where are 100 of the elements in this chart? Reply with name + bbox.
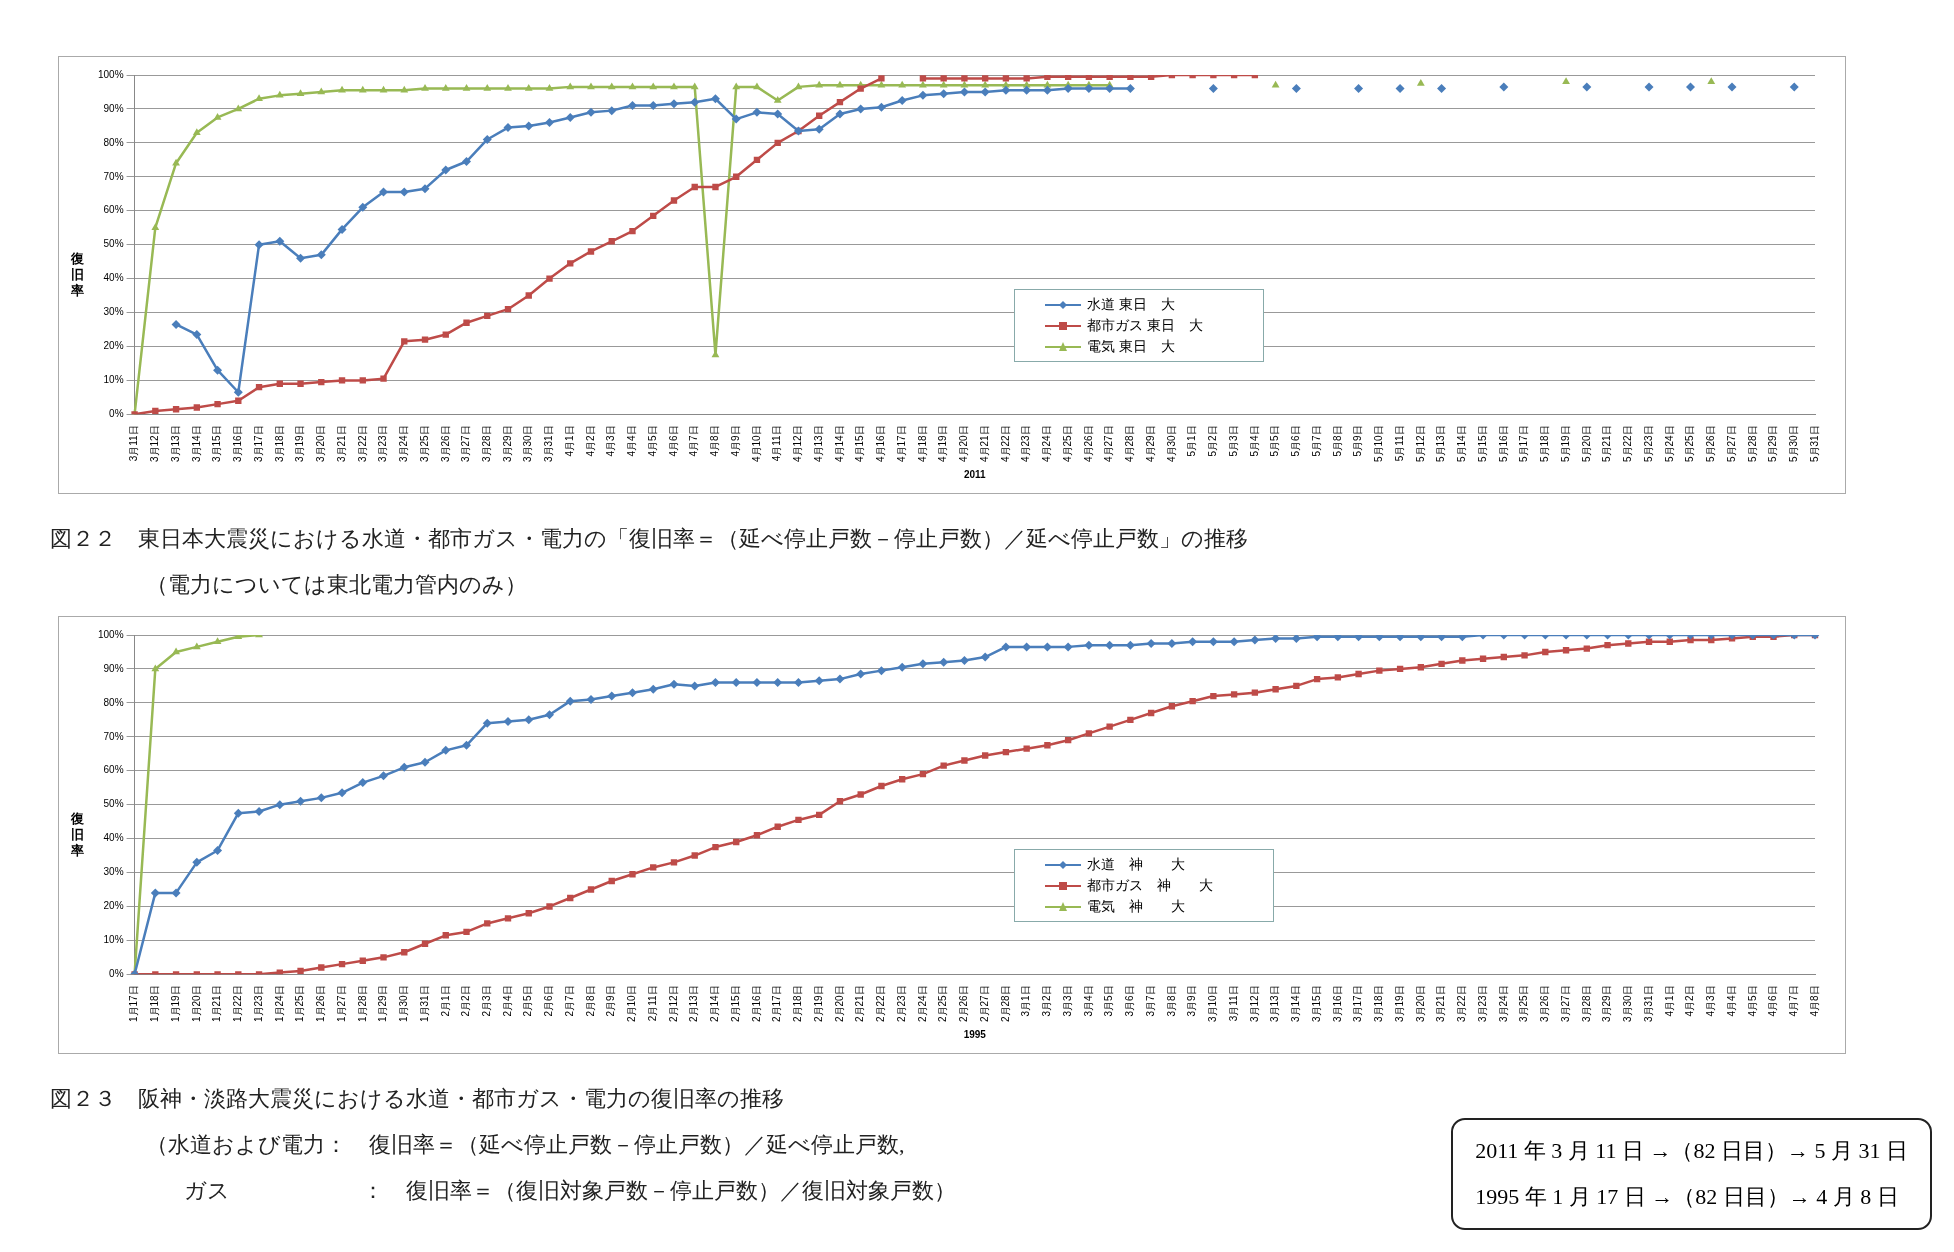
point — [1063, 84, 1073, 94]
point — [151, 223, 160, 230]
y-tick-label: 40% — [103, 272, 124, 284]
x-tick-label: 4月21日 — [978, 425, 990, 462]
y-axis-title: 復旧率 — [70, 811, 84, 859]
point — [981, 75, 989, 82]
y-tick-label: 0% — [109, 408, 124, 420]
point — [835, 109, 845, 119]
x-tick-label: 4月5日 — [1746, 985, 1758, 1017]
x-tick-label: 4月14日 — [833, 425, 845, 462]
x-tick-label: 2月2日 — [460, 985, 472, 1017]
point — [670, 82, 678, 90]
point — [649, 82, 658, 90]
x-tick-label: 3月12日 — [1248, 985, 1260, 1022]
text: 1995 年 1 月 17 日 →（82 日目）→ 4 月 8 日 — [1475, 1183, 1900, 1211]
x-tick-label: 3月19日 — [294, 425, 306, 462]
x-tick-label: 4月15日 — [854, 425, 866, 462]
x-tick-label: 3月27日 — [1559, 985, 1571, 1022]
y-axis-title: 復旧率 — [70, 251, 84, 299]
x-tick-label: 3月13日 — [1269, 985, 1281, 1022]
y-tick-label: 10% — [103, 374, 124, 386]
point — [401, 338, 408, 345]
point — [628, 82, 637, 90]
x-tick-label: 5月5日 — [1269, 425, 1281, 457]
y-tick-label: 60% — [103, 204, 124, 216]
point — [565, 112, 575, 122]
x-tick-label: 3月12日 — [149, 425, 161, 462]
x-tick-label: 3月31日 — [543, 425, 555, 462]
point — [442, 331, 449, 338]
point — [1106, 75, 1113, 80]
x-tick-label: 4月28日 — [1124, 425, 1136, 462]
x-tick-label: 5月2日 — [1207, 425, 1219, 457]
x-tick-label: 4月11日 — [771, 425, 783, 462]
y-tick-label: 40% — [103, 832, 124, 844]
x-tick-label: 2月23日 — [895, 985, 907, 1022]
y-tick-label: 80% — [103, 696, 124, 708]
point — [876, 102, 886, 112]
point — [1208, 84, 1218, 94]
y-tick-label: 20% — [103, 900, 124, 912]
point — [171, 319, 181, 329]
x-tick-label: 1月29日 — [377, 985, 389, 1022]
point — [939, 89, 949, 99]
point — [545, 118, 554, 127]
x-tick-label: 3月28日 — [481, 425, 493, 462]
point — [1084, 84, 1094, 94]
x-tick-label: 5月24日 — [1663, 425, 1675, 462]
x-tick-label: 4月6日 — [667, 425, 679, 457]
point — [214, 400, 221, 408]
point — [1042, 85, 1052, 95]
x-tick-label: 4月7日 — [688, 425, 700, 457]
x-tick-label: 4月16日 — [875, 425, 887, 462]
legend-label: 水道 神 大 — [1087, 855, 1185, 874]
x-tick-label: 5月7日 — [1310, 425, 1322, 457]
point — [732, 82, 741, 90]
legend-label: 電気 東日 大 — [1087, 337, 1175, 356]
point — [1023, 75, 1030, 82]
point — [670, 197, 678, 204]
x-tick-label: 3月17日 — [252, 425, 264, 462]
x-tick-label: 3月7日 — [1144, 985, 1156, 1017]
x-tick-label: 3月9日 — [1186, 985, 1198, 1017]
point — [586, 107, 596, 117]
x-tick-label: 3月21日 — [335, 425, 347, 462]
x-tick-label: 4月4日 — [626, 425, 638, 457]
x-tick-label: 2月19日 — [812, 985, 824, 1022]
x-tick-label: 3月16日 — [1331, 985, 1343, 1022]
x-tick-label: 4月3日 — [1705, 985, 1717, 1017]
x-tick-label: 4月9日 — [729, 425, 741, 457]
point — [1707, 77, 1716, 85]
x-tick-label: 3月22日 — [356, 425, 368, 462]
x-tick-label: 1月17日 — [128, 985, 140, 1022]
x-tick-label: 2月7日 — [563, 985, 575, 1017]
x-tick-label: 3月20日 — [315, 425, 327, 462]
x-tick-label: 2月16日 — [750, 985, 762, 1022]
x-tick-label: 4月29日 — [1144, 425, 1156, 462]
x-tick-label: 1月28日 — [356, 985, 368, 1022]
x-tick-label: 4月4日 — [1725, 985, 1737, 1017]
point — [607, 82, 616, 90]
point — [380, 375, 387, 382]
x-tick-label: 5月9日 — [1352, 425, 1364, 457]
x-tick-label: 2月4日 — [501, 985, 513, 1017]
y-tick-label: 0% — [109, 968, 124, 980]
point — [462, 157, 472, 167]
point — [752, 107, 762, 117]
x-tick-label: 3月26日 — [439, 425, 451, 462]
x-tick-label: 5月1日 — [1186, 425, 1198, 457]
x-tick-label: 3月26日 — [1539, 985, 1551, 1022]
point — [338, 85, 346, 93]
point — [379, 85, 388, 93]
point — [255, 94, 263, 101]
x-tick-label: 3月5日 — [1103, 985, 1115, 1017]
x-tick-label: 5月20日 — [1580, 425, 1592, 462]
point — [980, 87, 990, 97]
x-tick-label: 4月23日 — [1020, 425, 1032, 462]
x-tick-label: 2月17日 — [771, 985, 783, 1022]
point — [400, 85, 409, 93]
point — [1416, 78, 1425, 86]
legend-label: 都市ガス 東日 大 — [1087, 316, 1203, 335]
x-tick-label: 2月28日 — [999, 985, 1011, 1022]
point — [463, 319, 470, 326]
point — [524, 121, 534, 131]
